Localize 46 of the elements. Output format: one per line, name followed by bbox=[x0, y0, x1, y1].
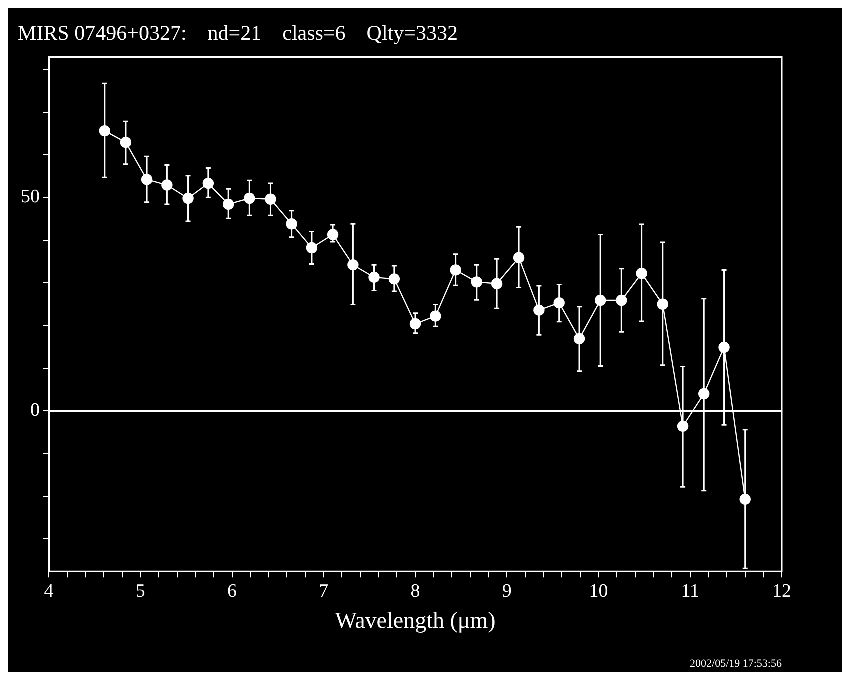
text: 2002/05/19 17:53:56 bbox=[690, 658, 782, 670]
point bbox=[450, 264, 462, 276]
point bbox=[513, 252, 525, 264]
point bbox=[657, 298, 668, 310]
point bbox=[430, 310, 442, 322]
point bbox=[265, 194, 276, 205]
point bbox=[677, 420, 689, 432]
x-tick-label: 12 bbox=[772, 580, 792, 602]
point bbox=[244, 192, 256, 204]
point bbox=[141, 174, 153, 186]
point bbox=[222, 198, 234, 210]
point bbox=[636, 268, 648, 280]
point bbox=[202, 178, 214, 190]
chart-title: MIRS 07496+0327: nd=21 class=6 Qlty=3332 bbox=[18, 21, 458, 46]
point bbox=[99, 125, 110, 137]
point bbox=[120, 136, 132, 148]
point bbox=[388, 274, 400, 285]
point bbox=[182, 192, 194, 204]
x-tick-label: 5 bbox=[136, 580, 146, 602]
point bbox=[327, 229, 339, 240]
point bbox=[554, 297, 565, 309]
point bbox=[348, 259, 359, 271]
point bbox=[286, 218, 298, 230]
point bbox=[718, 342, 730, 354]
x-tick-label: 10 bbox=[589, 580, 608, 602]
point bbox=[306, 242, 318, 254]
point bbox=[162, 180, 173, 191]
point bbox=[698, 388, 710, 400]
point bbox=[616, 294, 628, 306]
point bbox=[594, 294, 606, 306]
x-tick-label: 8 bbox=[410, 580, 420, 602]
y-tick-label: 0 bbox=[30, 400, 40, 422]
x-tick-label: 4 bbox=[44, 580, 54, 602]
y-tick-label: 50 bbox=[21, 186, 40, 208]
x-tick-label: 11 bbox=[681, 580, 700, 602]
point bbox=[491, 278, 503, 290]
x-tick-label: 9 bbox=[502, 580, 512, 602]
point bbox=[534, 304, 545, 316]
point bbox=[368, 272, 380, 284]
point bbox=[574, 333, 586, 345]
point bbox=[471, 276, 482, 288]
x-tick-label: 7 bbox=[319, 580, 329, 602]
x-tick-label: 6 bbox=[228, 580, 237, 602]
x-axis-title: Wavelength (μm) bbox=[335, 608, 496, 634]
point bbox=[740, 494, 751, 506]
point bbox=[410, 318, 422, 330]
